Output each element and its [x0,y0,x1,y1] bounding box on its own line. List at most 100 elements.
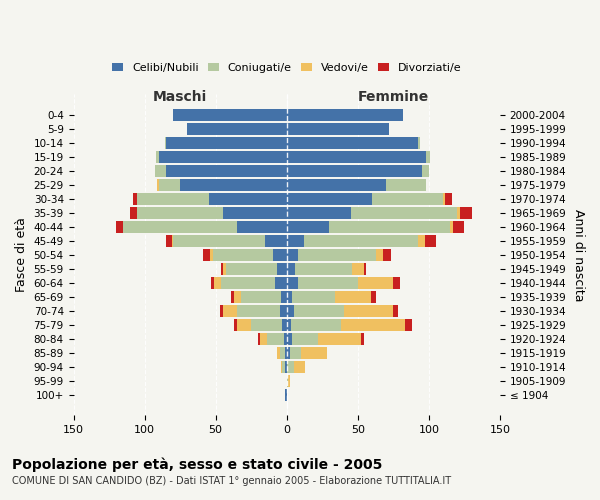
Text: Popolazione per età, sesso e stato civile - 2005: Popolazione per età, sesso e stato civil… [12,458,382,472]
Bar [394,277,400,289]
Bar [418,137,421,149]
Bar [294,305,344,317]
Bar [221,263,223,275]
Bar [361,333,364,345]
Bar [453,221,464,233]
Bar [234,319,237,331]
Bar [301,347,326,358]
Bar [226,263,277,275]
Bar [460,207,472,219]
Bar [292,291,335,303]
Bar [223,263,226,275]
Bar [286,361,287,372]
Bar [335,291,371,303]
Bar [426,151,430,163]
Bar [287,207,351,219]
Bar [223,207,287,219]
Bar [287,319,291,331]
Bar [281,291,287,303]
Bar [287,263,295,275]
Bar [287,179,386,191]
Bar [173,235,265,247]
Bar [287,249,298,261]
Y-axis label: Fasce di età: Fasce di età [15,218,28,292]
Bar [280,305,287,317]
Text: COMUNE DI SAN CANDIDO (BZ) - Dati ISTAT 1° gennaio 2005 - Elaborazione TUTTITALI: COMUNE DI SAN CANDIDO (BZ) - Dati ISTAT … [12,476,451,486]
Bar [164,137,166,149]
Bar [281,361,283,372]
Bar [364,263,367,275]
Bar [277,263,287,275]
Bar [137,193,209,205]
Bar [383,249,391,261]
Bar [287,221,329,233]
Bar [203,249,210,261]
Bar [287,277,298,289]
Bar [287,333,292,345]
Bar [358,277,394,289]
Bar [220,305,223,317]
Bar [284,333,287,345]
Bar [130,207,137,219]
Bar [298,249,376,261]
Bar [450,221,453,233]
Bar [295,263,352,275]
Bar [287,165,422,177]
Bar [287,137,418,149]
Bar [267,333,284,345]
Bar [329,221,450,233]
Bar [372,193,443,205]
Bar [251,319,283,331]
Bar [221,277,275,289]
Bar [386,179,426,191]
Bar [283,361,286,372]
Bar [376,249,383,261]
Bar [287,347,290,358]
Bar [425,235,436,247]
Bar [288,375,290,386]
Bar [277,347,280,358]
Bar [352,263,364,275]
Bar [351,207,457,219]
Bar [298,277,358,289]
Bar [272,249,287,261]
Bar [265,235,287,247]
Bar [259,333,260,345]
Y-axis label: Anni di nascita: Anni di nascita [572,208,585,301]
Bar [116,221,123,233]
Bar [275,277,287,289]
Bar [166,235,172,247]
Bar [287,375,288,386]
Bar [159,179,180,191]
Bar [280,347,286,358]
Bar [187,123,287,135]
Bar [209,193,287,205]
Bar [211,277,214,289]
Bar [214,277,221,289]
Bar [286,347,287,358]
Text: Maschi: Maschi [153,90,207,104]
Bar [422,165,429,177]
Bar [286,389,287,400]
Bar [318,333,361,345]
Bar [133,193,137,205]
Bar [341,319,405,331]
Bar [371,291,376,303]
Bar [237,221,287,233]
Bar [287,291,292,303]
Bar [155,165,166,177]
Bar [445,193,452,205]
Bar [137,207,223,219]
Bar [241,291,281,303]
Bar [294,361,305,372]
Bar [405,319,412,331]
Bar [210,249,213,261]
Bar [260,333,267,345]
Bar [287,235,304,247]
Bar [166,137,287,149]
Bar [291,319,341,331]
Bar [172,235,173,247]
Bar [156,151,159,163]
Bar [290,347,301,358]
Bar [304,235,418,247]
